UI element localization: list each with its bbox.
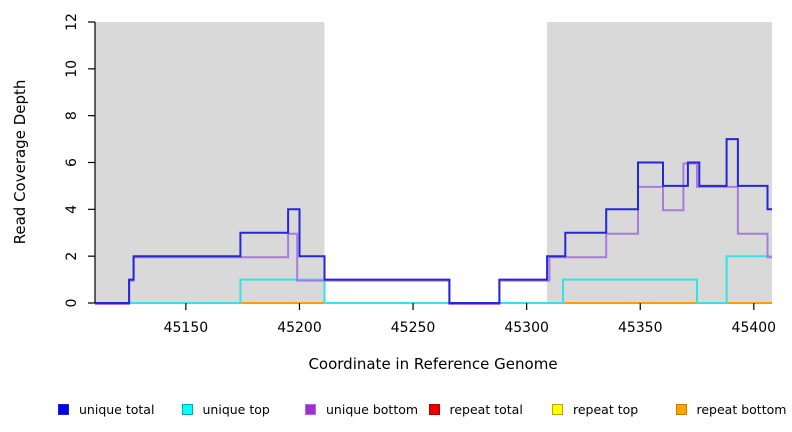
y-tick-label: 4 <box>64 205 80 214</box>
shaded-region <box>95 22 325 303</box>
x-tick-label: 45200 <box>277 320 322 336</box>
legend-swatch-repeat-total <box>428 404 440 415</box>
legend-label: repeat top <box>573 402 639 417</box>
y-tick-label: 6 <box>64 158 80 167</box>
legend-swatch-repeat-top <box>552 404 563 415</box>
y-axis-title: Read Coverage Depth <box>11 80 29 245</box>
x-axis-title: Coordinate in Reference Genome <box>308 355 557 373</box>
legend-label: unique top <box>202 402 270 417</box>
series-unique-top-line <box>95 255 772 304</box>
legend-item-unique-top: unique top <box>181 402 270 417</box>
legend-swatch-unique-bottom <box>305 404 316 415</box>
legend-item-unique-total: unique total <box>58 402 154 417</box>
legend-item-unique-bottom: unique bottom <box>305 402 418 417</box>
x-tick-label: 45300 <box>504 320 549 336</box>
x-tick-label: 45400 <box>732 320 777 336</box>
x-tick-label: 45250 <box>391 320 436 336</box>
y-tick-label: 0 <box>64 299 80 308</box>
x-tick-label: 45350 <box>618 320 663 336</box>
legend-item-repeat-total: repeat total <box>428 402 523 417</box>
legend-item-repeat-bottom: repeat bottom <box>675 402 787 417</box>
series-lines <box>95 138 772 305</box>
shaded-regions <box>95 22 772 303</box>
y-tick-label: 2 <box>64 252 80 261</box>
x-tick-label: 45150 <box>164 320 209 336</box>
legend-swatch-unique-total <box>58 404 69 415</box>
legend: unique total unique top unique bottom repea… <box>0 399 792 423</box>
legend-label: unique total <box>79 402 155 417</box>
legend-label: repeat bottom <box>696 402 787 417</box>
y-tick-label: 12 <box>64 13 80 31</box>
legend-swatch-repeat-bottom <box>675 404 687 415</box>
y-tick-label: 10 <box>64 60 80 78</box>
series-unique-total-line <box>95 138 772 304</box>
legend-item-repeat-top: repeat top <box>552 402 638 417</box>
legend-swatch-unique-top <box>181 404 193 415</box>
legend-label: unique bottom <box>326 402 419 417</box>
axes: 0 2 4 6 8 10 12 45150 45200 45250 45300 45350 45400 <box>64 13 776 336</box>
y-tick-label: 8 <box>64 111 80 120</box>
legend-label: repeat total <box>449 402 523 417</box>
